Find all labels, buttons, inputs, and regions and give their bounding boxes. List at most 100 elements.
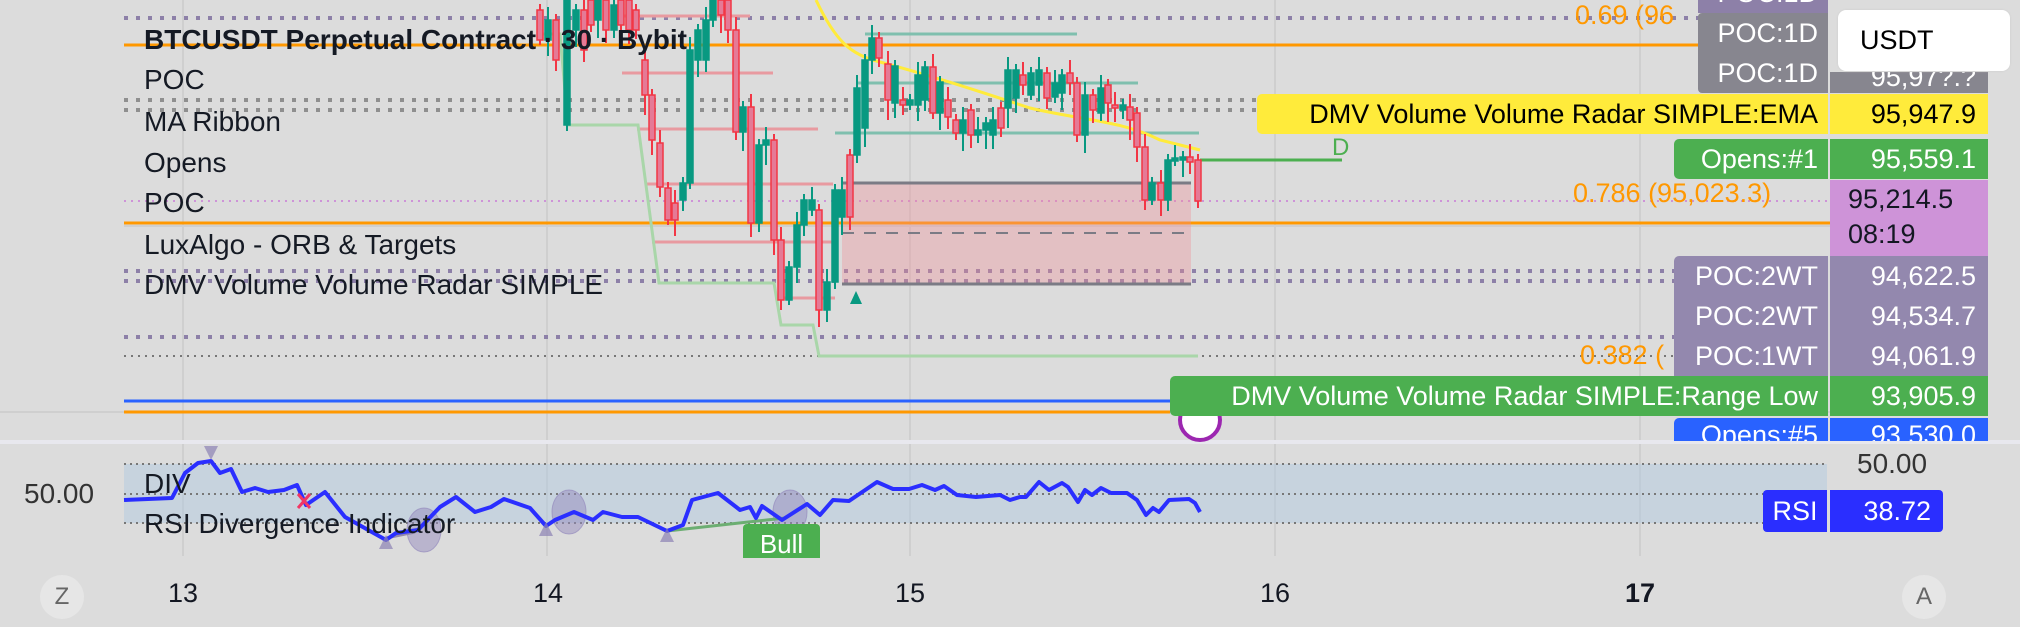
legend-poc[interactable]: POC	[144, 64, 205, 95]
ema-line	[814, 0, 1201, 152]
dmv-ema-label: DMV Volume Volume Radar SIMPLE:EMA	[1257, 94, 1828, 134]
legend-poc-2[interactable]: POC	[144, 187, 205, 218]
candle-bullish	[544, 19, 552, 41]
rsi-line	[123, 459, 1202, 542]
candle-bearish	[1073, 82, 1081, 136]
candle-bullish	[1179, 156, 1187, 161]
opens-1-price: 95,559.1	[1830, 139, 1988, 179]
candle-bearish	[724, 0, 732, 31]
poc-2wt-label: POC:2WT	[1674, 256, 1828, 296]
candle-bearish	[1019, 74, 1027, 86]
fib-label-069: 0.69 (96	[1575, 0, 1675, 30]
legend-rsi-divergence[interactable]: RSI Divergence Indicator	[144, 508, 456, 539]
legend-luxalgo-orb[interactable]: LuxAlgo - ORB & Targets	[144, 229, 457, 260]
pivot-low-triangle	[539, 522, 553, 536]
candle-bearish	[1157, 182, 1165, 201]
rsi-level-50-left: 50.00	[24, 478, 95, 509]
candle-bearish	[777, 239, 785, 301]
date-17: 17	[1624, 578, 1656, 608]
candle-bearish	[815, 209, 823, 311]
opens-5-price: 93,530.0	[1830, 418, 1988, 441]
current-price: 95,214.5	[1848, 184, 1954, 214]
currency-button-label: USDT	[1860, 25, 1934, 55]
candle-bearish	[899, 99, 907, 106]
legend-opens[interactable]: Opens	[144, 147, 227, 178]
dmv-range-low-price: 93,905.9	[1830, 376, 1988, 416]
candle-bullish	[1119, 104, 1127, 111]
candle-bearish	[580, 9, 588, 51]
candle-bullish	[1171, 157, 1179, 162]
candle-bullish	[1097, 87, 1105, 114]
candle-bullish	[793, 224, 801, 268]
symbol-title[interactable]: BTCUSDT Perpetual Contract · 30 · Bybit	[144, 24, 687, 55]
candle-bullish	[679, 182, 687, 201]
legend-dmv-volume-radar[interactable]: DMV Volume Volume Radar SIMPLE	[144, 269, 604, 300]
zoom-z-button[interactable]: Z	[40, 575, 84, 619]
candle-bearish	[602, 0, 610, 31]
pivot-low-triangle	[660, 528, 674, 542]
current-price-label: 95,214.5 08:19	[1830, 180, 1988, 256]
pivot-low-triangle	[379, 535, 393, 549]
candle-bearish	[1126, 106, 1134, 121]
candle-bearish	[770, 139, 778, 241]
candle-bullish	[1012, 69, 1020, 99]
candle-bullish	[563, 0, 571, 126]
candle-bearish	[587, 0, 595, 26]
candle-bullish	[959, 119, 967, 134]
candle-bearish	[717, 0, 725, 16]
legend-ma-ribbon[interactable]: MA Ribbon	[144, 106, 281, 137]
candle-bullish	[974, 129, 982, 136]
candle-bullish	[921, 66, 929, 101]
candle-bullish	[823, 281, 831, 311]
candle-bearish	[1043, 72, 1051, 99]
candle-bearish	[997, 107, 1005, 129]
candle-bullish	[702, 19, 710, 61]
candle-bearish	[656, 142, 664, 188]
candle-bullish	[838, 189, 846, 218]
candle-bullish	[1058, 74, 1066, 94]
currency-button[interactable]: USDT	[1838, 10, 2010, 71]
candle-bullish	[755, 144, 763, 224]
bar-countdown: 08:19	[1848, 219, 1916, 249]
candle-bullish	[709, 0, 717, 21]
candle-bearish	[967, 109, 975, 136]
candle-bearish	[884, 63, 892, 101]
candle-bearish	[944, 99, 952, 118]
rsi-pane	[123, 446, 1827, 553]
candle-bullish	[982, 122, 990, 131]
date-16: 16	[1259, 578, 1291, 608]
fib-label-0382: 0.382 (	[1580, 340, 1665, 370]
candle-bullish	[906, 99, 914, 106]
poc-1d-label: POC:1D	[1698, 13, 1828, 53]
candle-bearish	[1141, 146, 1149, 201]
candle-bearish	[875, 37, 883, 59]
candle-bullish	[610, 4, 618, 31]
legend-div[interactable]: DIV	[144, 468, 191, 499]
candle-bearish	[671, 202, 679, 221]
poc-1d-label-top: POC:1D	[1698, 0, 1828, 13]
poc-1d-price: 95,97?.?	[1830, 72, 1988, 93]
fib-label-0786: 0.786 (95,023.3)	[1573, 178, 1772, 208]
poc-2wt-price: 94,622.5	[1830, 256, 1988, 296]
candle-bullish	[1164, 159, 1172, 201]
candle-bearish	[632, 9, 640, 31]
poc-2wt-price-2: 94,534.7	[1830, 296, 1988, 336]
poc-1wt-label: POC:1WT	[1674, 336, 1828, 376]
auto-scale-button[interactable]: A	[1902, 575, 1946, 619]
candle-bullish	[1004, 69, 1012, 109]
rsi-level-50-right: 50.00	[1857, 448, 1928, 479]
candle-bullish	[914, 74, 922, 106]
candle-bearish	[1111, 104, 1119, 109]
cross-signal-icon	[296, 493, 312, 509]
candle-bearish	[846, 154, 854, 218]
d-marker: D	[1332, 134, 1350, 161]
candle-bullish	[808, 199, 816, 211]
candle-bullish	[739, 106, 747, 133]
candle-bearish	[929, 66, 937, 114]
opens-1-label: Opens:#1	[1674, 139, 1828, 179]
candle-bullish	[762, 139, 770, 146]
candle-bearish	[664, 187, 672, 221]
candle-bearish	[641, 59, 649, 96]
candle-bearish	[1186, 156, 1194, 163]
